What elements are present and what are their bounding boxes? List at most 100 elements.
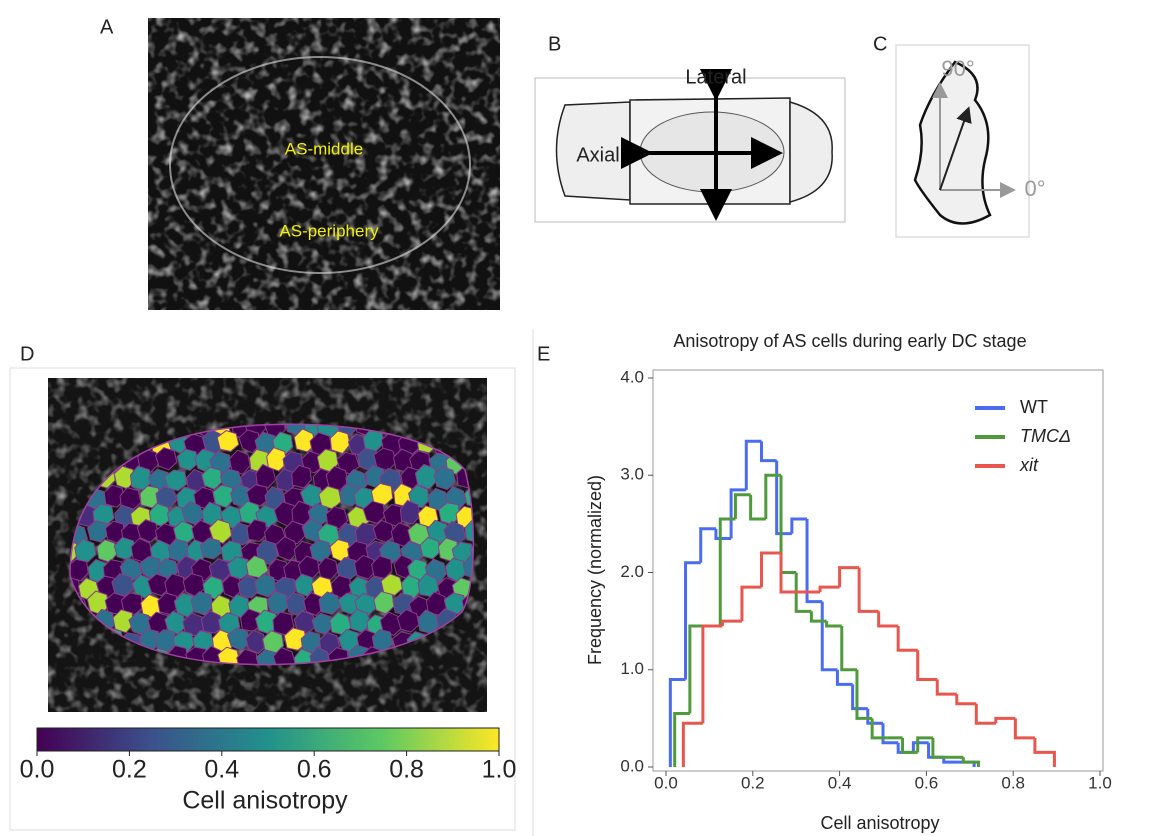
cell [414,463,438,490]
histogram-step [818,585,840,592]
histogram-step [835,669,853,686]
histogram-step [931,737,949,759]
histogram-step [699,527,716,563]
histogram-step [838,566,860,588]
histogram-step [901,737,918,754]
histogram-step [805,519,823,604]
cell [139,485,162,509]
cell [199,537,223,560]
cell [469,540,474,565]
cell [164,469,188,492]
legend-label: WT [1020,397,1048,417]
histogram-step [729,488,747,539]
cell [462,554,474,580]
histogram-step [759,441,777,463]
histogram-step [870,718,888,740]
histogram-step [681,721,703,767]
colorbar-tick-label: 0.4 [204,756,239,784]
axis-label: Lateral [685,66,746,88]
cell [216,430,240,452]
embryo-head [555,101,631,201]
y-axis-label: Frequency (normalized) [585,475,605,665]
histogram-step [942,757,959,764]
histogram-step [935,679,957,696]
legend-label: xit [1019,455,1039,475]
angle-label: 90° [941,56,974,81]
histogram-step [896,625,918,652]
cell [164,573,186,598]
angle-label: 0° [1024,176,1045,201]
histogram-step [974,703,996,725]
histogram-step [955,694,977,706]
cell [201,466,223,490]
cell [433,466,456,491]
cell [329,430,351,455]
orientation-arrow [939,106,972,191]
micrograph-texture [148,18,500,310]
panel-label: E [537,343,550,365]
histogram-step [855,669,873,720]
cell [291,500,313,526]
cell [245,629,268,655]
cell [464,518,474,544]
histogram-step [759,551,782,588]
cell [181,501,205,526]
histogram-step [688,624,706,714]
x-tick-label: 0.6 [915,773,939,792]
colorbar-tick-label: 0.2 [112,756,147,784]
histogram-step [840,625,857,672]
cell [238,429,261,454]
histogram-step [916,650,938,681]
histogram-step [794,572,812,613]
x-axis-label: Cell anisotropy [820,813,939,833]
cell [70,558,89,582]
cell [200,610,225,634]
cell-map [70,424,474,665]
histogram-step [1033,737,1056,767]
cell [147,573,171,597]
cell [275,536,299,561]
histogram-step [701,624,723,724]
colorbar-tick-label: 1.0 [482,756,517,784]
cell [318,591,341,615]
cell [291,464,312,489]
histogram-step [857,567,879,613]
cell [255,463,277,489]
embryo-tail [789,101,833,203]
cell [208,518,233,544]
cell [303,591,325,617]
panel-label: B [548,33,561,55]
histogram-step [916,736,933,753]
cell [426,519,450,545]
cell [399,499,421,525]
cell [325,465,349,491]
axis-label: Axial [576,144,619,166]
region-label: AS-middle [285,139,363,158]
cell [236,648,259,665]
histogram-step [851,684,868,711]
cell [272,646,296,665]
histogram-step [775,460,792,536]
cell [309,646,330,665]
tissue-outline [169,56,471,274]
plot-frame [652,369,1104,772]
histogram-step [911,741,929,753]
histogram-step [866,708,883,725]
cell-shape [913,60,992,225]
histogram-step [825,621,842,628]
colorbar [36,727,500,752]
cell [246,484,270,507]
cell [190,591,214,616]
cell [266,447,288,472]
cell [354,522,378,547]
chart-title: Anisotropy of AS cells during early DC s… [673,331,1026,351]
tissue-outline [69,423,475,666]
cell [119,557,143,582]
histogram-step [684,561,701,680]
cell [293,428,317,453]
y-tick-label: 2.0 [620,562,644,581]
cell [380,573,404,596]
histogram-step [820,601,838,672]
panel-label: A [100,16,114,38]
